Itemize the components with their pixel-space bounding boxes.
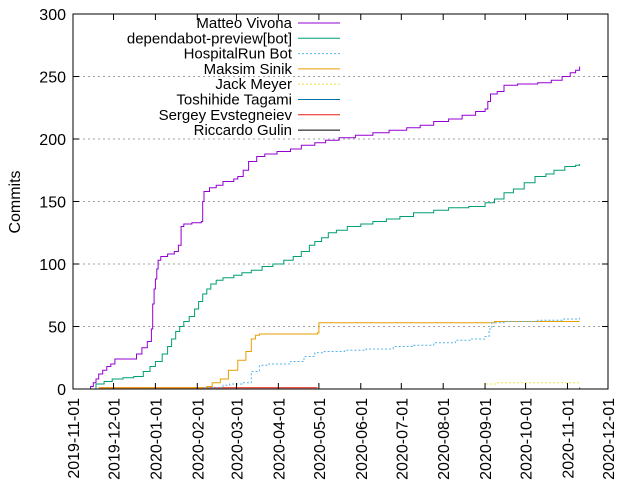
legend-label: Jack Meyer [215,76,292,93]
series-line-1 [91,164,581,390]
gridlines [73,76,608,327]
x-tick-label: 2020-05-01 [312,398,329,480]
x-tick-label: 2020-04-01 [271,398,288,480]
x-tick-label: 2019-11-01 [66,398,83,479]
x-tick-label: 2019-12-01 [107,398,124,480]
y-tick-label: 0 [57,382,66,399]
x-tick-label: 2020-09-01 [478,398,495,480]
y-tick-label: 200 [39,132,66,149]
axes: 0 50 100 150 200 250 300 2019-11-01 2019-12-01 20… [39,7,618,480]
x-tick-label: 2020-01-01 [148,398,165,480]
legend-label: Matteo Vivona [196,15,292,32]
y-axis-label: Commits [7,170,24,233]
x-tick-label: 2020-11-01 [560,398,577,479]
legend: Matteo Vivonadependabot-preview[bot]Hosp… [127,15,340,139]
series-line-2 [181,317,581,390]
y-tick-label: 250 [39,70,66,87]
y-tick-label: 300 [39,7,66,24]
legend-label: Sergey Evstegneiev [159,107,293,124]
series-line-0 [87,66,581,390]
legend-label: Toshihide Tagami [176,92,292,109]
x-tick-label: 2020-12-01 [601,398,618,480]
y-tick-label: 150 [39,195,66,212]
x-tick-label: 2020-10-01 [519,398,536,480]
x-tick-label: 2020-02-01 [190,398,207,480]
x-tick-label: 2020-07-01 [394,398,411,480]
legend-label: HospitalRun Bot [184,46,293,63]
y-tick-label: 100 [39,257,66,274]
y-tick-label: 50 [48,320,66,337]
series-line-4 [486,382,580,385]
x-tick-label: 2020-03-01 [229,398,246,480]
legend-label: Riccardo Gulin [194,122,292,139]
legend-label: Maksim Sinik [204,61,293,78]
legend-label: dependabot-preview[bot] [127,30,292,47]
series-line-3 [98,321,580,389]
x-tick-label: 2020-06-01 [354,398,371,480]
x-tick-label: 2020-08-01 [436,398,453,480]
